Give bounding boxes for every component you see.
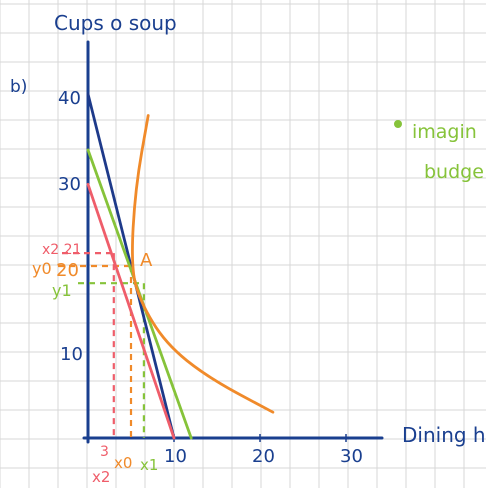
x0-label: x0 xyxy=(114,454,132,472)
series-line-orange xyxy=(131,114,275,414)
note-bullet xyxy=(394,120,402,128)
x2-value-label: 3 xyxy=(100,444,109,460)
axes xyxy=(82,40,384,444)
point-a-label: A xyxy=(140,250,153,271)
x-tick-20: 20 xyxy=(252,446,275,467)
series-line-red xyxy=(86,182,176,440)
x-tick-10: 10 xyxy=(164,446,187,467)
x1-label: x1 xyxy=(140,456,158,474)
x2-label: x2 xyxy=(92,468,110,486)
y-tick-20: 20 xyxy=(56,260,79,281)
note-imaginary: imagin xyxy=(412,121,477,143)
part-label: b) xyxy=(10,77,27,97)
series-lines xyxy=(86,92,402,440)
y-axis-title: Cups o soup xyxy=(54,11,177,35)
y0-label: y0 xyxy=(32,259,52,278)
y1-label: y1 xyxy=(52,281,72,300)
note-budget: budge xyxy=(424,161,484,183)
x-axis-title: Dining hall xyxy=(402,423,486,447)
x-tick-30: 30 xyxy=(340,446,363,467)
y-tick-10: 10 xyxy=(60,344,83,365)
y-tick-30: 30 xyxy=(58,174,81,195)
labels: Cups o soup b) imagin budge Dining hall … xyxy=(10,11,486,486)
y-tick-40: 40 xyxy=(58,88,81,109)
x2-y-label: x2 21 xyxy=(42,242,81,258)
